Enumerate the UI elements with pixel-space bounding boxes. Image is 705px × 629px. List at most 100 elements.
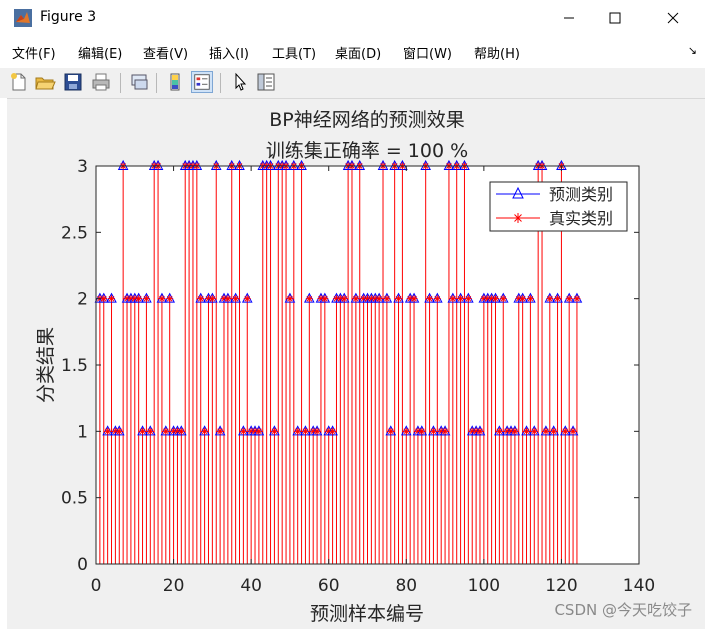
x-tick-label: 120 — [545, 576, 577, 596]
actual-asterisk-marker — [550, 427, 558, 435]
x-axis-label: 预测样本编号 — [310, 603, 424, 625]
data-point — [528, 425, 540, 436]
data-point — [303, 292, 315, 303]
save-icon[interactable] — [62, 71, 84, 93]
actual-asterisk-marker — [294, 427, 302, 435]
actual-asterisk-marker — [565, 295, 573, 303]
actual-asterisk-marker — [115, 427, 123, 435]
legend-asterisk-marker — [513, 213, 523, 223]
predicted-triangle-marker — [222, 292, 234, 303]
actual-asterisk-marker — [135, 295, 143, 303]
actual-asterisk-marker — [177, 427, 185, 435]
data-point — [195, 292, 207, 303]
data-point — [381, 292, 393, 303]
actual-asterisk-marker — [301, 427, 309, 435]
data-point — [408, 292, 420, 303]
actual-asterisk-marker — [495, 427, 503, 435]
chart-subtitle: 训练集正确率 = 100 % — [266, 140, 468, 162]
menu-bar: 文件(F) 编辑(E) 查看(V) 插入(I) 工具(T) 桌面(D) 窗口(W… — [0, 36, 705, 68]
toolbar-separator — [120, 73, 121, 93]
toolbar-separator — [156, 73, 157, 93]
data-point — [137, 425, 148, 436]
actual-asterisk-marker — [270, 427, 278, 435]
legend[interactable]: 预测类别 真实类别 — [489, 181, 628, 232]
actual-asterisk-marker — [321, 295, 329, 303]
predicted-triangle-marker — [207, 292, 218, 303]
actual-asterisk-marker — [441, 427, 449, 435]
predicted-triangle-marker — [141, 292, 152, 303]
actual-asterisk-marker — [573, 295, 581, 303]
close-icon — [667, 12, 679, 24]
data-point — [393, 292, 404, 303]
actual-asterisk-marker — [146, 427, 154, 435]
actual-asterisk-marker — [108, 295, 116, 303]
menu-window[interactable]: 窗口(W) — [403, 47, 452, 62]
actual-asterisk-marker — [569, 427, 577, 435]
actual-asterisk-marker — [313, 427, 321, 435]
maximize-button[interactable] — [592, 0, 638, 36]
legend-label-predicted: 预测类别 — [549, 185, 613, 204]
menu-edit[interactable]: 编辑(E) — [78, 47, 123, 62]
open-icon[interactable] — [34, 71, 56, 93]
data-point — [494, 425, 505, 436]
actual-asterisk-marker — [239, 427, 247, 435]
actual-asterisk-marker — [561, 427, 569, 435]
data-point — [497, 292, 509, 303]
menu-file[interactable]: 文件(F) — [12, 47, 56, 62]
legend-icon[interactable] — [191, 71, 213, 93]
pointer-icon[interactable] — [229, 71, 251, 93]
actual-asterisk-marker — [232, 295, 240, 303]
minimize-button[interactable] — [546, 0, 592, 36]
actual-asterisk-marker — [329, 427, 337, 435]
actual-asterisk-marker — [526, 295, 534, 303]
data-point — [509, 425, 521, 436]
data-point — [102, 425, 113, 436]
data-point — [214, 425, 226, 436]
figure-toolbar — [0, 68, 705, 99]
data-point — [113, 425, 125, 436]
predicted-triangle-marker — [571, 292, 583, 303]
menu-desktop[interactable]: 桌面(D) — [335, 47, 382, 62]
data-point — [156, 292, 168, 303]
actual-asterisk-marker — [491, 295, 499, 303]
menu-insert[interactable]: 插入(I) — [209, 47, 249, 62]
menu-help[interactable]: 帮助(H) — [474, 47, 520, 62]
actual-asterisk-marker — [464, 295, 472, 303]
menu-dock-arrow-icon[interactable]: ↘ — [687, 44, 697, 57]
actual-asterisk-marker — [208, 295, 216, 303]
maximize-icon — [609, 12, 621, 24]
predicted-triangle-marker — [447, 292, 459, 303]
chart-title: BP神经网络的预测效果 — [269, 109, 465, 131]
data-point — [428, 425, 439, 436]
data-point — [98, 292, 110, 303]
link-plot-icon[interactable] — [128, 71, 150, 93]
predicted-triangle-marker — [98, 292, 110, 303]
property-editor-icon[interactable] — [255, 71, 277, 93]
data-point — [525, 292, 536, 303]
predicted-triangle-marker — [497, 292, 509, 303]
predicted-triangle-marker — [133, 292, 144, 303]
left-panel-edge — [0, 98, 7, 629]
actual-asterisk-marker — [499, 295, 507, 303]
actual-asterisk-marker — [476, 427, 484, 435]
actual-asterisk-marker — [162, 427, 170, 435]
new-figure-icon[interactable] — [8, 71, 30, 93]
menu-tools[interactable]: 工具(T) — [272, 47, 317, 62]
actual-asterisk-marker — [104, 427, 112, 435]
data-point — [338, 292, 350, 303]
data-point — [439, 425, 451, 436]
y-tick-label: 1 — [77, 422, 88, 442]
close-button[interactable] — [650, 0, 696, 36]
print-icon[interactable] — [90, 71, 112, 93]
predicted-triangle-marker — [230, 292, 241, 303]
data-point — [133, 292, 144, 303]
data-point — [540, 425, 552, 436]
data-point — [269, 425, 280, 436]
data-point — [253, 425, 265, 436]
data-point — [400, 425, 412, 436]
predicted-triangle-marker — [408, 292, 420, 303]
actual-asterisk-marker — [340, 295, 348, 303]
colorbar-icon[interactable] — [164, 71, 186, 93]
window-titlebar: Figure 3 — [0, 0, 705, 36]
menu-view[interactable]: 查看(V) — [143, 47, 189, 62]
